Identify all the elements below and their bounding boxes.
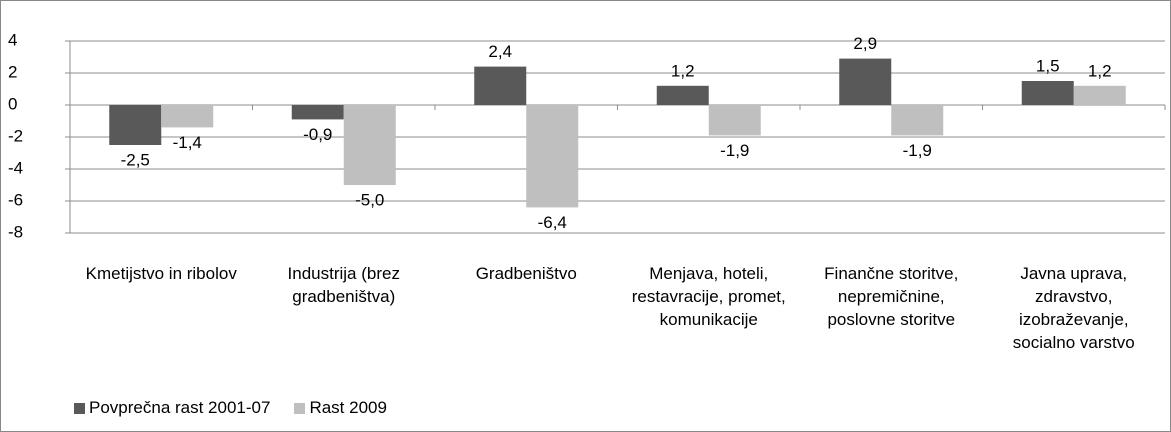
data-label: -2,5 xyxy=(121,150,150,169)
y-tick-label: 0 xyxy=(8,94,17,113)
bar xyxy=(474,66,527,105)
bar xyxy=(109,105,162,145)
legend-swatch xyxy=(74,402,85,414)
data-label: 2,9 xyxy=(853,34,877,53)
bar xyxy=(708,105,761,136)
data-label: 1,2 xyxy=(671,61,695,80)
y-tick-label: -6 xyxy=(8,190,23,209)
x-tick-label: Gradbeništvo xyxy=(475,264,577,283)
data-label: 1,5 xyxy=(1036,56,1060,75)
data-label: -0,9 xyxy=(303,125,332,144)
data-label: -5,0 xyxy=(355,190,384,209)
legend-label: Povprečna rast 2001-07 xyxy=(89,398,271,417)
legend-label: Rast 2009 xyxy=(309,398,387,417)
y-tick-label: -2 xyxy=(8,126,23,145)
data-label: -1,4 xyxy=(173,133,202,152)
bar xyxy=(526,105,579,208)
y-tick-label: 2 xyxy=(8,62,17,81)
bar xyxy=(343,105,396,185)
y-tick-label: 4 xyxy=(8,30,17,49)
y-tick-label: -4 xyxy=(8,158,23,177)
bar xyxy=(1073,85,1126,105)
data-label: -6,4 xyxy=(538,213,567,232)
bar xyxy=(839,58,892,105)
x-tick-label: Menjava, hoteli, restavracije, promet, k… xyxy=(631,264,786,329)
bar xyxy=(656,85,709,105)
x-tick-label: Javna uprava, zdravstvo, izobraževanje, … xyxy=(1012,264,1135,352)
x-tick-label: Industrija (brez gradbeništva) xyxy=(287,264,400,306)
data-label: 2,4 xyxy=(488,42,512,61)
bar xyxy=(291,105,344,120)
bar xyxy=(1021,81,1074,105)
legend-swatch xyxy=(294,402,306,414)
data-label: 1,2 xyxy=(1088,61,1112,80)
y-tick-label: -8 xyxy=(8,222,23,241)
bar xyxy=(161,105,214,128)
legend-item: Rast 2009 xyxy=(294,398,387,418)
x-tick-label: Kmetijstvo in ribolov xyxy=(85,264,237,283)
data-label: -1,9 xyxy=(903,141,932,160)
x-tick-label: Finančne storitve, nepremičnine, poslovn… xyxy=(824,264,959,329)
legend-item: Povprečna rast 2001-07 xyxy=(74,398,270,418)
bar xyxy=(891,105,944,136)
data-label: -1,9 xyxy=(720,141,749,160)
